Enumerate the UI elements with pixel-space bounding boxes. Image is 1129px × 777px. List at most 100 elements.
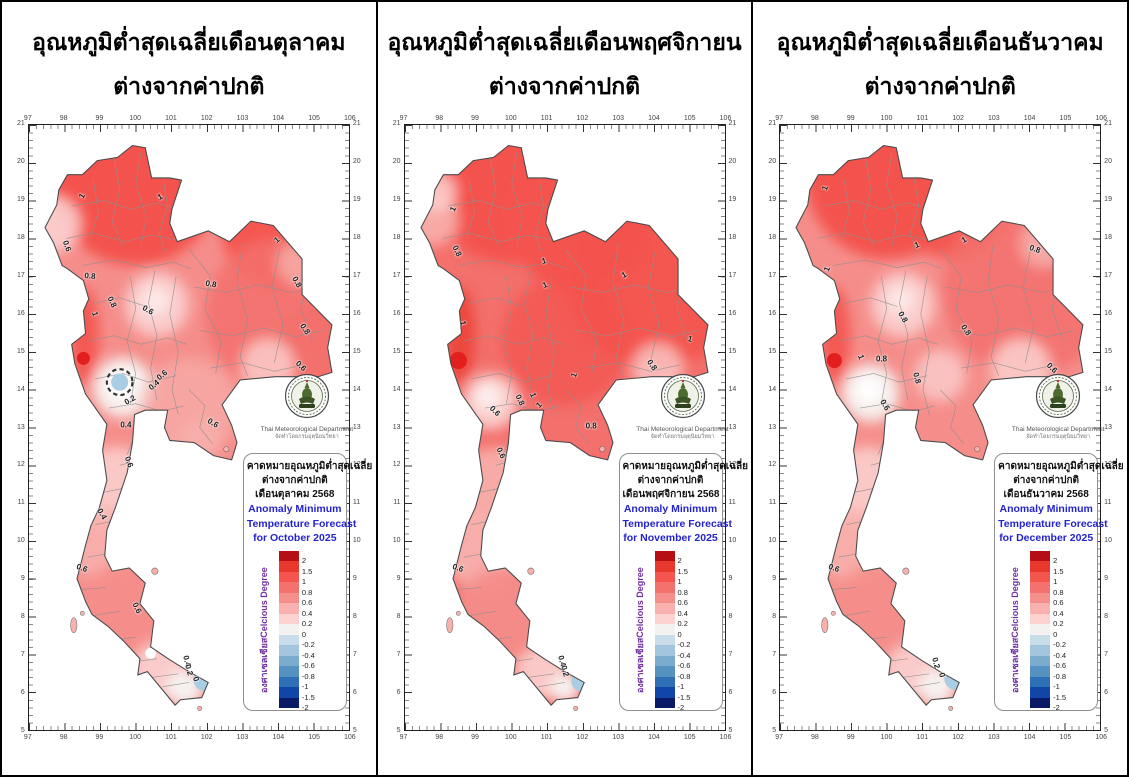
axis-tick-label: 21 <box>728 120 737 127</box>
contour-label: 1 <box>90 310 100 318</box>
axis-tick-label: 99 <box>471 734 479 741</box>
contour-label: 0.8 <box>896 310 910 325</box>
contour-labels-layer: 1 1 0.6 0.8 0.8 1 0.8 1 0.8 0.8 0.6 0.6 0.6 0.4 0.2 0.4… <box>29 125 349 730</box>
axis-tick-label: 19 <box>1104 195 1112 203</box>
axis-tick-label: 16 <box>1104 309 1112 317</box>
colorbar-value: -0.6 <box>301 661 315 671</box>
colorbar-cell: -1 <box>1030 676 1060 691</box>
axis-tick-label: 105 <box>683 115 696 122</box>
axis-tick-label: 97 <box>23 115 32 122</box>
axis-tick-label: 103 <box>987 734 1000 741</box>
axis-tick-label: 8 <box>1104 613 1109 621</box>
axis-tick-label: 7 <box>728 651 733 659</box>
logo-caption-th: จัดทำโดยกรมอุตุนิยมวิทยา <box>1026 434 1091 440</box>
colorbar-value: 0.4 <box>1053 608 1064 618</box>
latitude-axis-left: 21 20 19 18 17 16 15 14 13 12 11 10 9 8 7 6 5 <box>765 120 777 734</box>
axis-tick-label: 105 <box>683 734 696 741</box>
logo-caption-en: Thai Meteorological Department <box>636 426 729 433</box>
axis-tick-label: 99 <box>846 734 855 741</box>
thailand-anomaly-map <box>795 144 1084 711</box>
axis-tick-label: 12 <box>728 461 737 469</box>
axis-tick-label: 8 <box>20 613 25 621</box>
colorbar-value: -2 <box>1053 703 1060 713</box>
axis-tick-label: 101 <box>165 115 177 122</box>
legend-th-line1: คาดหมายอุณหภูมิต่ำสุดเฉลี่ย <box>998 461 1124 472</box>
contour-label: 0.6 <box>141 303 156 317</box>
legend-th-line2: ต่างจากค่าปกติ <box>261 475 328 486</box>
colorbar-value: -1 <box>301 682 309 692</box>
colorbar-value: 2 <box>1053 556 1058 566</box>
axis-tick-label: 14 <box>768 385 777 393</box>
colorbar-cell: 0.6 <box>278 592 312 607</box>
axis-tick-label: 11 <box>728 499 736 507</box>
axis-tick-label: 21 <box>352 120 361 127</box>
axis-tick-label: 13 <box>392 423 401 431</box>
axis-tick-label: 103 <box>236 734 249 741</box>
colorbar-value: 0 <box>677 629 682 639</box>
colorbar-cell: -1 <box>278 676 309 691</box>
longitude-axis-top: 97 98 99 100 101 102 103 104 105 106 <box>775 115 1107 123</box>
axis-tick-label: 19 <box>352 195 361 203</box>
legend-en-line1: Anomaly Minimum <box>248 503 342 515</box>
axis-tick-label: 103 <box>612 734 624 741</box>
colorbar-value: -0.8 <box>677 671 691 681</box>
axis-tick-label: 100 <box>504 115 517 122</box>
legend-en-line3: for December 2025 <box>999 532 1094 544</box>
panel-title: อุณหภูมิต่ำสุดเฉลี่ยเดือนพฤศจิกายน ต่างจ… <box>378 2 752 114</box>
latitude-axis-right: 21 20 19 18 17 16 15 14 13 12 11 10 9 8 7 6 5 <box>352 120 364 734</box>
axis-tick-label: 8 <box>396 613 401 621</box>
colorbar-cell: 0 <box>654 624 682 639</box>
colorbar: 2 1.5 1 0.8 0.6 0.4 0.2 0 -0.2 -0.4 -0.6 -0.8 -1 -1.5… <box>654 550 690 712</box>
colorbar-value: 2 <box>677 556 682 566</box>
axis-tick-label: 14 <box>1104 385 1112 393</box>
contour-label: 0.6 <box>488 404 503 419</box>
axis-tick-label: 20 <box>17 157 25 165</box>
panel-title: อุณหภูมิต่ำสุดเฉลี่ยเดือนตุลาคม ต่างจากค… <box>2 2 376 114</box>
axis-tick-label: 6 <box>396 689 401 697</box>
colorbar-cell: -0.2 <box>1030 634 1066 649</box>
axis-tick-label: 13 <box>768 423 777 431</box>
contour-label: 0.6 <box>293 358 308 374</box>
contour-label: 0.6 <box>206 416 221 430</box>
axis-tick-label: 103 <box>236 115 249 122</box>
axis-tick-label: 21 <box>768 120 777 127</box>
axis-tick-label: 101 <box>165 734 177 741</box>
legend-october: คาดหมายอุณหภูมิต่ำสุดเฉลี่ย ต่างจากค่าปก… <box>242 453 372 712</box>
legend-th-line2: ต่างจากค่าปกติ <box>637 475 704 486</box>
colorbar-cell: -0.8 <box>1030 666 1066 681</box>
contour-label: 0.4 <box>120 420 132 430</box>
axis-tick-label: 15 <box>17 347 25 355</box>
axis-tick-label: 7 <box>396 651 401 659</box>
colorbar-cell: 0.4 <box>278 603 312 618</box>
colorbar-cell: -1 <box>654 676 684 691</box>
colorbar-cell: -1.5 <box>654 687 690 702</box>
colorbar-cell: 2 <box>654 550 682 565</box>
axis-tick-label: 104 <box>1023 734 1036 741</box>
axis-tick-label: 9 <box>1104 575 1109 583</box>
colorbar-cell: 1.5 <box>654 561 688 576</box>
axis-tick-label: 14 <box>728 385 737 393</box>
unit-th: องศาเซลเซียส <box>1010 637 1021 693</box>
tmd-logo: Thai Meteorological Department จัดทำโดยก… <box>1009 373 1107 441</box>
axis-tick-label: 6 <box>772 689 777 697</box>
contour-label: 0.2 <box>930 656 942 670</box>
axis-tick-label: 98 <box>435 734 444 741</box>
axis-tick-label: 106 <box>343 115 356 122</box>
colorbar-cell: -0.4 <box>654 645 690 660</box>
axis-tick-label: 13 <box>352 423 361 431</box>
axis-tick-label: 19 <box>768 195 777 203</box>
colorbar-value: 0.6 <box>301 598 313 608</box>
colorbar-cell: -0.6 <box>278 655 315 670</box>
axis-tick-label: 5 <box>396 727 401 734</box>
axis-tick-label: 102 <box>200 115 213 122</box>
axis-tick-label: 8 <box>352 613 357 621</box>
axis-tick-label: 21 <box>392 120 401 127</box>
panel-december: อุณหภูมิต่ำสุดเฉลี่ยเดือนธันวาคม ต่างจาก… <box>753 2 1127 775</box>
logo-caption-en: Thai Meteorological Department <box>1011 426 1105 433</box>
axis-tick-label: 20 <box>352 157 361 165</box>
colorbar-value: 0.2 <box>1053 619 1064 629</box>
axis-tick-label: 103 <box>612 115 624 122</box>
axis-tick-label: 16 <box>768 309 777 317</box>
contour-label: 0.8 <box>910 371 923 385</box>
colorbar-cell: -2 <box>278 697 309 712</box>
